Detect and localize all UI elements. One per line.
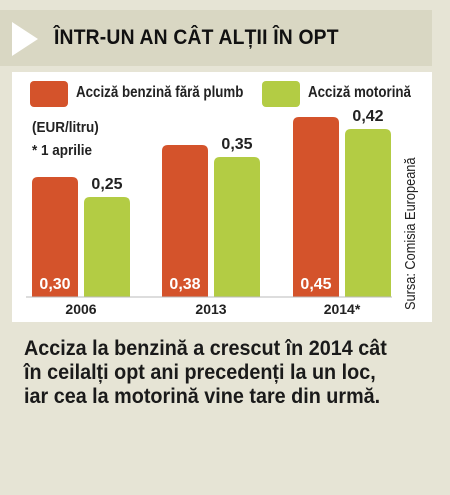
data-label-petrol: 0,45 <box>300 276 331 293</box>
data-label-diesel: 0,25 <box>91 176 122 193</box>
bar-diesel <box>84 197 130 297</box>
chevron-right-icon <box>12 22 38 56</box>
legend-swatch-diesel <box>262 81 300 107</box>
chart-panel: Acciză benzină fără plumb Acciză motorin… <box>12 72 432 322</box>
unit-label: (EUR/litru) <box>32 119 99 136</box>
legend-swatch-petrol <box>30 81 68 107</box>
footnote-label: * 1 aprilie <box>32 142 93 159</box>
bar-petrol <box>162 145 208 297</box>
data-label-diesel: 0,42 <box>352 108 383 125</box>
bar-petrol <box>32 177 78 297</box>
legend-label-diesel: Acciză motorină <box>308 84 411 101</box>
header-band: ÎNTR-UN AN CÂT ALȚII ÎN OPT <box>0 10 432 66</box>
chart-title: ÎNTR-UN AN CÂT ALȚII ÎN OPT <box>54 26 339 49</box>
source-label: Sursa: Comisia Europeană <box>403 157 419 310</box>
bar-diesel <box>345 129 391 297</box>
data-label-diesel: 0,35 <box>221 136 252 153</box>
bar-diesel <box>214 157 260 297</box>
x-tick-label: 2013 <box>195 301 226 317</box>
bar-petrol <box>293 117 339 297</box>
x-tick-label: 2014* <box>324 301 361 317</box>
data-label-petrol: 0,38 <box>169 276 200 293</box>
data-label-petrol: 0,30 <box>39 276 70 293</box>
bar-chart-plot: 0,30 0,25 2006 0,38 0,35 2013 0,45 0,42 2014* <box>26 108 392 317</box>
legend-label-petrol: Acciză benzină fără plumb <box>76 84 244 101</box>
caption-text: Acciza la benzină a crescut în 2014 cât … <box>24 336 387 408</box>
x-tick-label: 2006 <box>65 301 96 317</box>
